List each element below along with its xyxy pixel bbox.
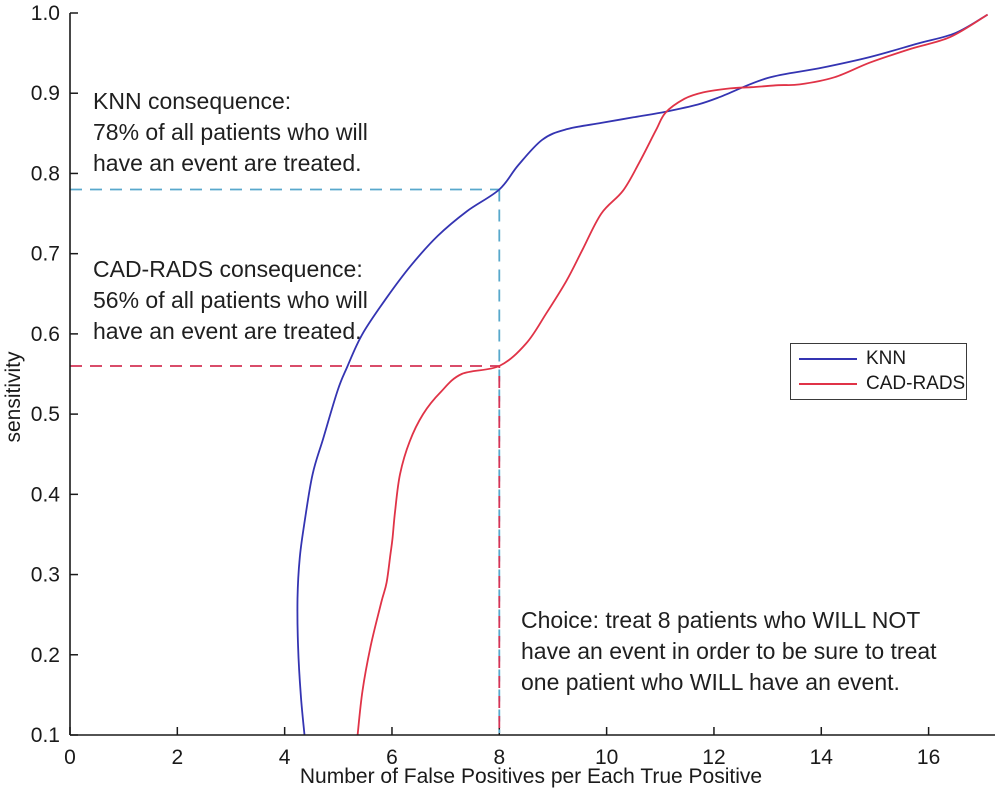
y-tick-label: 0.9	[31, 82, 60, 105]
legend-box: KNN CAD-RADS	[790, 343, 967, 400]
annotation-line: Choice: treat 8 patients who WILL NOT	[521, 607, 921, 633]
annotation-line: 78% of all patients who will	[93, 119, 368, 145]
annotation-line: 56% of all patients who will	[93, 287, 368, 313]
knn-line-sample	[799, 357, 857, 360]
plot-generated-layer: 0 2 4 6 8 10 12 14 16 0.1 0.2 0.3 0.4 0.5 0.6 0.7 0.8 0.9…	[31, 2, 989, 769]
annotation-knn-consequence: KNN consequence: 78% of all patients who…	[93, 86, 368, 179]
y-tick-label: 0.5	[31, 403, 60, 426]
annotation-line: have an event are treated.	[93, 150, 362, 176]
y-axis-label: sensitivity	[2, 351, 25, 443]
y-tick-label: 0.3	[31, 564, 60, 587]
x-tick-label: 8	[493, 746, 505, 769]
x-tick-label: 0	[64, 746, 76, 769]
y-tick-label: 0.4	[31, 483, 61, 506]
x-tick-label: 14	[810, 746, 834, 769]
y-tick-label: 0.7	[31, 243, 60, 266]
knn-curve	[296, 13, 989, 736]
x-tick-label: 10	[595, 746, 618, 769]
annotation-line: CAD-RADS consequence:	[93, 256, 363, 282]
x-tick-label: 6	[386, 746, 398, 769]
annotation-line: KNN consequence:	[93, 88, 292, 114]
annotation-line: have an event in order to be sure to tre…	[521, 638, 937, 664]
legend-entry-knn: KNN	[791, 348, 966, 370]
legend-label: KNN	[866, 347, 907, 369]
y-tick-label: 0.8	[31, 162, 60, 185]
y-tick-label: 0.6	[31, 323, 60, 346]
x-tick-label: 4	[279, 746, 291, 769]
legend-label: CAD-RADS	[866, 373, 966, 395]
x-tick-label: 12	[702, 746, 725, 769]
y-tick-label: 1.0	[31, 2, 60, 25]
x-tick-label: 16	[917, 746, 940, 769]
annotation-cadrads-consequence: CAD-RADS consequence: 56% of all patient…	[93, 254, 368, 347]
y-tick-label: 0.1	[31, 724, 60, 747]
cadrads-line-sample	[799, 383, 857, 386]
annotation-choice: Choice: treat 8 patients who WILL NOT ha…	[521, 605, 937, 698]
legend-entry-cadrads: CAD-RADS	[791, 373, 966, 395]
y-tick-label: 0.2	[31, 644, 60, 667]
x-tick-label: 2	[171, 746, 183, 769]
annotation-line: one patient who WILL have an event.	[521, 669, 900, 695]
x-axis-label: Number of False Positives per Each True …	[300, 765, 762, 788]
cad-rads-curve	[356, 13, 989, 736]
annotation-line: have an event are treated.	[93, 318, 362, 344]
